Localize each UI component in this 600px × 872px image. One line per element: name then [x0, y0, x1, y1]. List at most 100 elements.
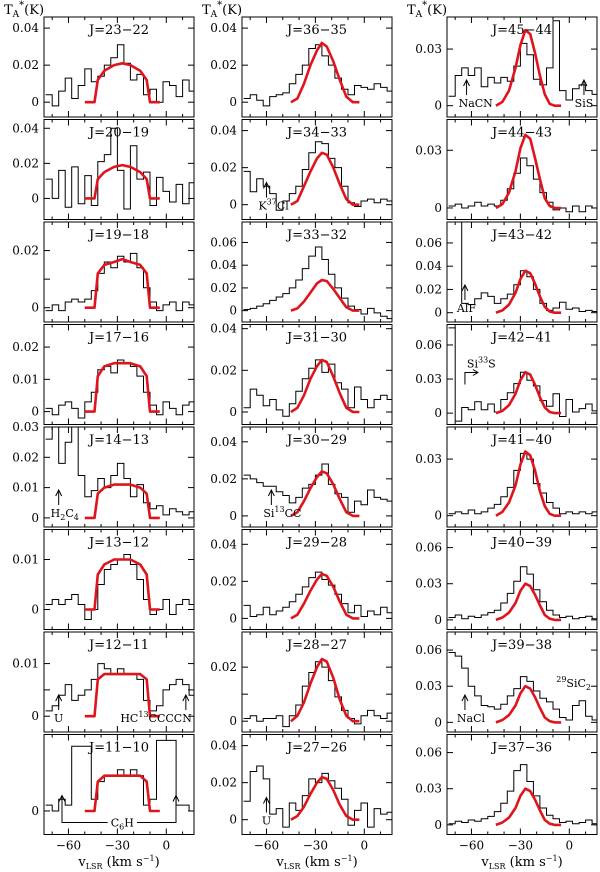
annotation-label: SiS	[575, 97, 594, 110]
x-tick-label: 0	[360, 839, 368, 853]
y-tick-label: 0.06	[415, 746, 442, 760]
y-tick-label: 0.06	[415, 541, 442, 555]
y-tick-label: 0	[31, 603, 39, 617]
panel-frame	[43, 324, 195, 425]
observed-spectrum	[243, 44, 392, 107]
observed-spectrum	[45, 44, 194, 107]
transition-label: J=29−28	[285, 536, 347, 551]
observed-spectrum	[45, 427, 194, 516]
panel-J=11−10: −60 −30 0 0 J=11−10 C6H	[31, 734, 195, 853]
panel-frame	[446, 221, 598, 323]
y-axis-label: TA*(K)	[4, 0, 44, 20]
y-tick-label: 0.03	[415, 143, 442, 157]
panel-J=39−38: 0 0.03 0.06 J=39−38 NaCl 29SiC2	[415, 631, 598, 733]
x-tick-label: 0	[162, 839, 170, 853]
model-fit-line	[290, 278, 360, 312]
panel-J=30−29: 0 0.02 0.04 J=30−29 Si13CC	[210, 426, 393, 528]
panel-frame	[241, 734, 393, 835]
x-tick-label: 0	[565, 839, 573, 853]
annotation-AlF: AlF	[456, 283, 476, 315]
annotation-label: NaCl	[457, 712, 486, 725]
annotation-label: 29SiC2	[556, 675, 591, 692]
y-tick-label: 0	[229, 813, 237, 827]
annotation-Si13CC: Si13CC	[263, 488, 301, 520]
y-tick-label: 0	[229, 198, 237, 212]
observed-spectrum	[45, 127, 194, 210]
y-tick-label: 0.04	[415, 259, 442, 273]
transition-label: J=43−42	[490, 228, 552, 243]
transition-label: J=42−41	[490, 331, 552, 346]
y-tick-label: 0	[229, 95, 237, 109]
panel-frame	[43, 16, 195, 118]
x-axis-label: vLSR (km s−1)	[275, 854, 357, 871]
panel-frame	[446, 324, 598, 425]
y-tick-label: 0.04	[210, 124, 237, 138]
arrowhead-icon	[58, 794, 66, 802]
annotation-HC13CCCCN: HC13CCCCN	[120, 693, 192, 725]
y-tick-label: 0.02	[210, 776, 237, 790]
y-tick-label: 0	[31, 405, 39, 419]
arrowhead-icon	[172, 794, 180, 802]
panel-J=29−28: 0 0.02 0.04 J=29−28	[210, 529, 393, 630]
transition-label: J=30−29	[285, 433, 347, 448]
annotation-label: AlF	[456, 302, 476, 315]
y-tick-label: 0.02	[210, 363, 237, 377]
transition-label: J=37−36	[490, 741, 552, 756]
y-tick-label: 0.03	[415, 372, 442, 386]
transition-label: J=23−22	[87, 23, 149, 38]
model-fit-line	[84, 62, 160, 104]
annotation-SiS: SiS	[575, 78, 594, 110]
y-tick-label: 0.03	[415, 42, 442, 56]
x-tick-label: −30	[105, 839, 130, 853]
y-tick-label: 0	[229, 405, 237, 419]
y-tick-label: 0.03	[415, 452, 442, 466]
annotation-label: C6H	[111, 817, 134, 832]
model-fit-line	[495, 269, 562, 314]
y-tick-label: 0.02	[12, 58, 39, 72]
transition-label: J=11−10	[87, 741, 149, 756]
transition-label: J=31−30	[285, 331, 347, 346]
panel-J=34−33: 0 0.02 0.04 J=34−33 K37Cl	[210, 119, 393, 220]
y-axis-label: TA*(K)	[202, 0, 242, 20]
y-tick-label: 0.03	[415, 679, 442, 693]
y-tick-label: 0	[229, 304, 237, 318]
transition-label: J=19−18	[87, 228, 149, 243]
transition-label: J=17−16	[87, 331, 149, 346]
annotation-H2C4: H2C4	[51, 488, 79, 522]
transition-label: J=20−19	[87, 126, 149, 141]
model-fit-line	[290, 572, 360, 620]
y-tick-label: 0	[434, 509, 442, 523]
model-fit-line	[84, 257, 160, 309]
arrowhead-icon	[182, 693, 190, 702]
annotation-label: NaCN	[459, 97, 494, 110]
panel-frame	[43, 221, 195, 323]
observed-spectrum	[448, 652, 597, 721]
transition-label: J=33−32	[285, 228, 347, 243]
annotation-label: U	[262, 815, 271, 828]
spectra-panels: 0 0.02 0.04 J=23−22 0 0.02 0.04 J=20−19 0 0.02 J=1…	[12, 16, 598, 853]
transition-label: J=13−12	[87, 536, 149, 551]
y-tick-label: 0.04	[210, 258, 237, 272]
bracket-line	[136, 796, 177, 823]
annotation-label: H2C4	[51, 507, 79, 522]
annotation-C6H: C6H	[58, 794, 180, 832]
x-tick-label: −30	[303, 839, 328, 853]
annotation-label: HC13CCCCN	[120, 710, 192, 725]
arrowhead-icon	[55, 488, 63, 497]
y-tick-label: 0.04	[210, 21, 237, 35]
y-tick-label: 0	[434, 406, 442, 420]
model-fit-line	[290, 358, 360, 414]
y-tick-label: 0.04	[12, 21, 39, 35]
panel-J=41−40: 0 0.03 J=41−40	[415, 426, 598, 528]
x-axis-labels: vLSR (km s−1) vLSR (km s−1) vLSR (km s−1)	[77, 854, 562, 871]
arrowhead-icon	[580, 78, 588, 87]
y-tick-label: 0.04	[210, 739, 237, 753]
panel-J=27−26: −60 −30 0 0 0.02 0.04 J=27−26 U	[210, 734, 393, 853]
annotation-label: K37Cl	[258, 198, 289, 213]
panel-frame	[43, 529, 195, 630]
model-fit-line	[290, 775, 360, 821]
model-fit-line	[84, 483, 160, 520]
model-fit-line	[84, 558, 160, 611]
x-tick-label: −60	[254, 839, 279, 853]
observed-spectrum	[45, 739, 194, 812]
